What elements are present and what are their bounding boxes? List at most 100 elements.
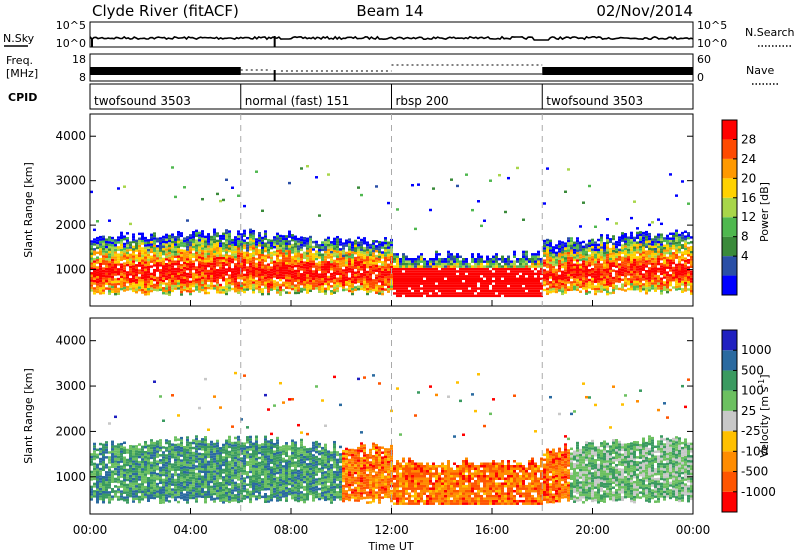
power-cell-2620: [471, 287, 474, 290]
power-cell-3055: [549, 254, 552, 257]
power-cell-1994: [363, 288, 366, 291]
velocity-cell-601: [174, 446, 177, 449]
velocity-cell-18: [93, 485, 96, 488]
power-cell-354: [138, 264, 141, 267]
power-cell-3501: [615, 275, 618, 278]
power-cell-1288: [261, 278, 264, 281]
power-cell-2824: [510, 289, 513, 293]
power-cell-2826: [510, 284, 513, 288]
power-cell-3054: [549, 256, 552, 260]
velocity-cell-566: [171, 483, 174, 486]
power-cell-2422: [432, 258, 435, 261]
power-cell-3532: [618, 238, 621, 242]
power-cell-3166: [567, 276, 570, 279]
power-cell-1817: [336, 282, 339, 285]
velocity-cell-753: [195, 482, 198, 486]
power-cell-2552: [456, 262, 459, 266]
power-cell-1523: [294, 291, 297, 295]
power-cell-1963: [357, 258, 360, 262]
power-cell-495: [156, 247, 159, 250]
power-cell-2490: [447, 287, 450, 290]
velocity-cell-404: [150, 494, 153, 497]
velocity-cell-63: [99, 472, 102, 476]
power-cell-1315: [264, 266, 267, 270]
power-cell-4003: [681, 231, 684, 235]
power-cell-2401: [429, 267, 432, 271]
power-cell-3042: [549, 288, 552, 291]
power-cell-3148: [564, 271, 567, 275]
power-cell-2995: [540, 267, 543, 271]
power-cell-1916: [351, 283, 354, 286]
power-cell-937: [213, 228, 216, 231]
power-cell-3174: [567, 256, 570, 260]
velocity-cell-592: [174, 468, 177, 472]
power-cell-2776: [501, 289, 504, 293]
power-cell-2787: [501, 258, 504, 261]
power-cell-3919: [672, 278, 675, 282]
velocity-cell-583: [174, 493, 177, 497]
velocity-cell-403: [150, 496, 153, 500]
power-cell-2954: [534, 292, 537, 295]
velocity-cell-165: [114, 457, 117, 461]
power-cell-3404: [600, 251, 603, 254]
power-cell-3256: [579, 263, 582, 267]
power-cell-796: [198, 287, 201, 291]
power-cell-848: [204, 286, 207, 290]
power-cell-338: [135, 259, 138, 262]
power-cell-546: [165, 282, 168, 286]
power-cell-344: [135, 242, 138, 245]
power-cell-123: [105, 250, 108, 254]
power-cell-2031: [366, 251, 369, 254]
power-cell-666: [180, 278, 183, 282]
velocity-cell-681: [186, 483, 189, 487]
power-cell-1979: [360, 272, 363, 276]
power-cell-723: [186, 243, 189, 246]
power-cell-278: [126, 246, 129, 250]
power-cell-3441: [606, 270, 609, 274]
power-cell-351: [138, 276, 141, 280]
power-cell-2730: [492, 289, 495, 293]
power-cell-3510: [615, 250, 618, 254]
power-cell-2898: [522, 260, 525, 263]
power-cell-3564: [624, 262, 627, 265]
velocity-cell-625: [177, 445, 180, 449]
power-cell-2890: [522, 280, 525, 283]
power-cell-579: [168, 259, 171, 262]
power-cell-3766: [651, 279, 654, 283]
power-cell-3407: [600, 243, 603, 247]
power-cell-654: [177, 243, 180, 246]
velocity-cell-51: [96, 453, 99, 457]
velocity-cell-412: [150, 474, 153, 477]
velocity-cell-580: [171, 394, 174, 397]
power-cell-3396: [600, 273, 603, 276]
power-cell-2186: [390, 265, 393, 269]
power-cell-2690: [483, 275, 486, 278]
power-cell-1213: [249, 228, 252, 232]
power-cell-421: [147, 278, 150, 281]
power-cell-3243: [576, 242, 579, 245]
power-cell-4046: [687, 232, 690, 235]
power-cell-2065: [372, 262, 375, 265]
velocity-cell-766: [195, 445, 198, 448]
power-cell-2074: [372, 240, 375, 243]
velocity-cell-515: [165, 499, 168, 502]
power-cell-731: [189, 285, 192, 288]
power-cell-1809: [333, 247, 336, 250]
power-cell-1702: [318, 261, 321, 264]
power-cell-1229: [252, 254, 255, 257]
power-cell-128: [105, 238, 108, 241]
power-cell-670: [180, 268, 183, 272]
power-cell-828: [201, 269, 204, 272]
power-cell-3270: [582, 277, 585, 280]
velocity-cell-99: [105, 486, 108, 489]
power-cell-2487: [447, 294, 450, 298]
power-cell-3981: [678, 236, 681, 239]
velocity-cell-269: [129, 452, 132, 455]
power-cell-484: [156, 279, 159, 282]
power-cell-1720: [321, 265, 324, 269]
power-cell-1223: [252, 269, 255, 272]
power-cell-33: [93, 260, 96, 263]
velocity-cell-323: [138, 485, 141, 489]
power-cell-1204: [249, 253, 252, 256]
power-cell-3372: [597, 280, 600, 283]
